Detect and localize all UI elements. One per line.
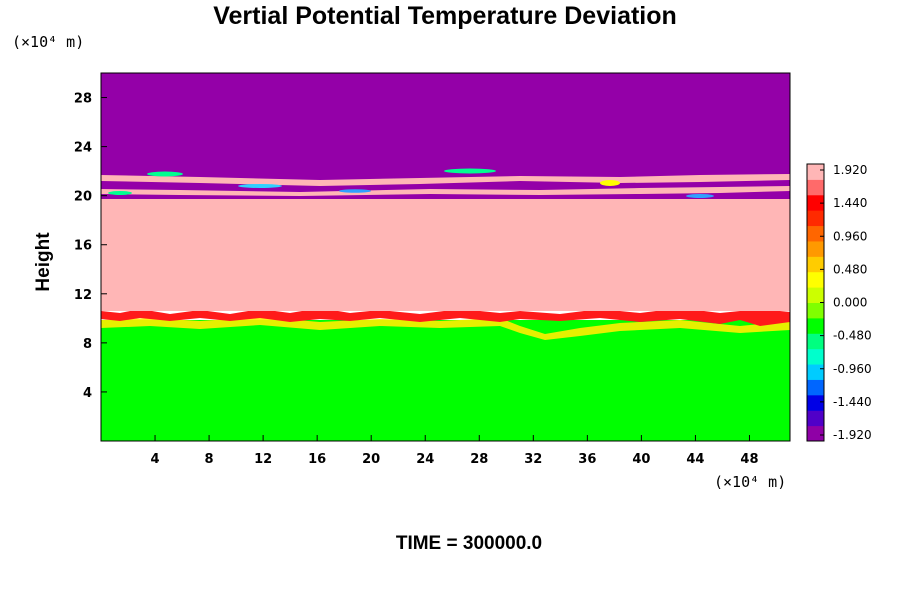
colorbar-swatch [807,410,824,427]
y-tick-label: 16 [74,239,92,254]
chart-title: Vertial Potential Temperature Deviation [213,2,677,30]
colorbar-tick-label: 1.440 [833,196,867,210]
x-tick-label: 8 [205,452,214,467]
colorbar-tick-label: 0.000 [833,296,867,310]
mixed-band-patch [339,189,371,193]
colorbar-swatch [807,364,824,380]
x-tick-label: 44 [686,452,704,467]
mixed-band-patch [238,184,282,188]
region-lower-layer [101,320,790,441]
mixed-band-patch [686,194,714,198]
mixed-band-patch [147,171,183,177]
colorbar-tick-label: -0.960 [833,362,872,376]
x-tick-label: 12 [254,452,272,467]
colorbar-swatch [807,379,824,396]
y-tick-label: 12 [74,288,92,303]
colorbar-swatch [807,240,824,257]
x-tick-label: 24 [416,452,434,467]
x-tick-label: 36 [578,452,596,467]
colorbar-swatch [807,179,824,196]
y-tick-label: 24 [74,141,92,156]
colorbar-tick-label: -1.440 [833,395,872,409]
colorbar: 1.920 1.440 0.960 0.480 0.000 -0.480 -0.960 -1.… [806,163,872,442]
colorbar-swatch [807,164,824,180]
colorbar-swatch [807,271,824,288]
mixed-band-patch [600,180,620,186]
colorbar-tick-label: -0.480 [833,329,872,343]
colorbar-tick-label: -1.920 [833,428,872,442]
colorbar-tick-label: 0.960 [833,229,867,243]
region-upper-layer [101,73,790,173]
region-transition [101,308,790,326]
x-axis: 4 8 12 16 20 24 28 32 36 40 44 48 [151,435,759,467]
x-tick-label: 28 [470,452,488,467]
colorbar-swatch [807,256,824,273]
colorbar-swatch [807,287,824,303]
time-label: TIME = 300000.0 [396,533,542,554]
colorbar-swatch [807,210,824,227]
plot-frame [100,72,791,442]
x-axis-unit: (×10⁴ m) [714,473,786,491]
y-tick-label: 4 [83,386,92,401]
x-tick-label: 4 [151,452,160,467]
colorbar-swatch [807,348,824,365]
colorbar-swatch [807,194,824,211]
colorbar-swatch [807,425,824,442]
colorbar-swatch [807,302,824,319]
colorbar-swatch [807,225,824,242]
x-tick-label: 40 [632,452,650,467]
mixed-band-stripe-2 [101,186,790,196]
y-axis-label: Height [33,232,54,292]
colorbar-tick-label: 0.480 [833,262,867,276]
x-tick-label: 16 [308,452,326,467]
mixed-band-patch [108,191,132,195]
plot-area [100,72,791,442]
y-axis-unit: (×10⁴ m) [12,33,84,51]
y-axis: 4 8 12 16 20 24 28 [74,92,107,401]
x-tick-label: 48 [740,452,758,467]
mixed-band-patch [444,168,496,174]
colorbar-tick-label: 1.920 [833,163,867,177]
x-tick-label: 20 [362,452,380,467]
y-tick-label: 8 [83,337,92,352]
mixed-band-stripe-1 [101,174,790,186]
colorbar-swatch [807,333,824,350]
x-tick-label: 32 [524,452,542,467]
y-tick-label: 20 [74,190,92,205]
region-middle-layer [101,198,790,311]
y-tick-label: 28 [74,92,92,107]
region-interface-yellow [101,317,790,340]
colorbar-swatch [807,317,824,334]
colorbar-swatch [807,394,824,411]
